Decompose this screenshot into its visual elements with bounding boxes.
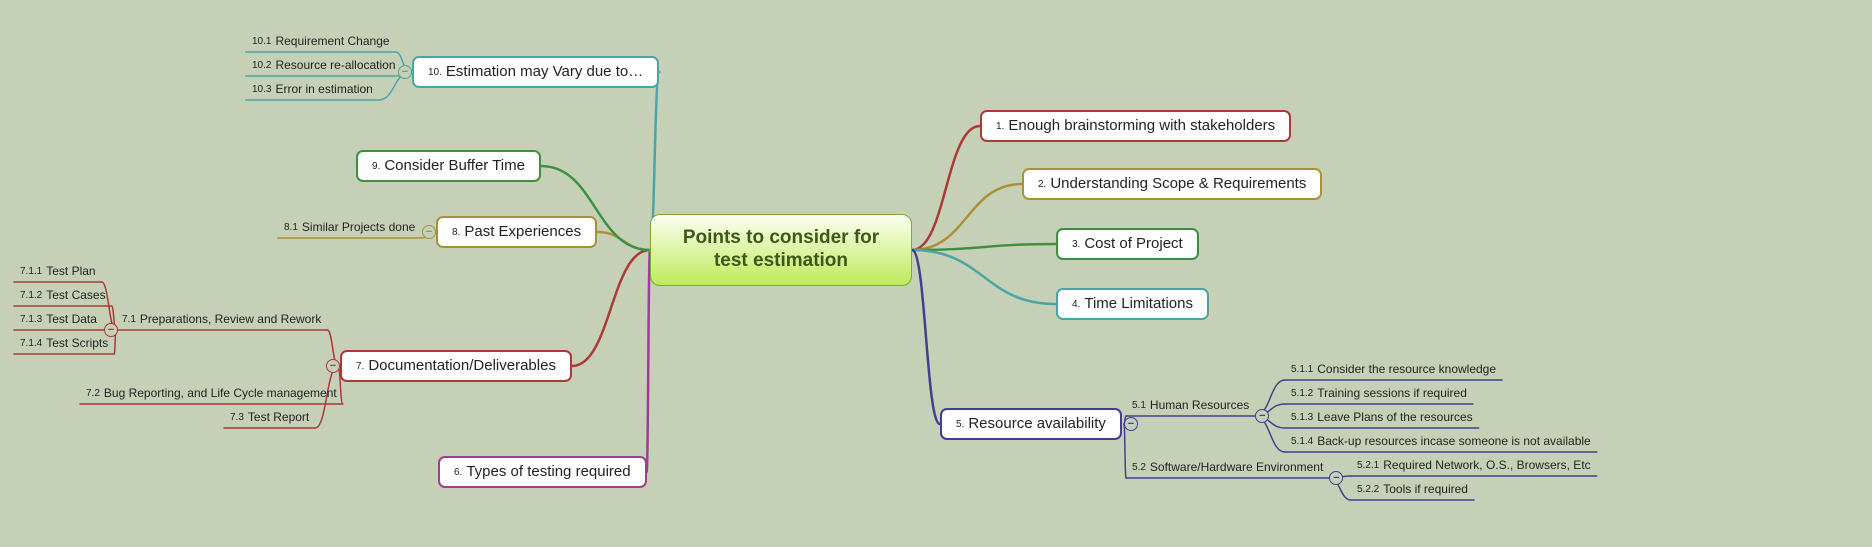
node-n511-number: 5.1.1 [1291,364,1313,375]
collapse-toggle-n51[interactable]: − [1255,409,1269,423]
node-n514-label: Back-up resources incase someone is not … [1317,434,1590,448]
node-n521-label: Required Network, O.S., Browsers, Etc [1383,458,1590,472]
node-n522[interactable]: 5.2.2 Tools if required [1353,480,1472,500]
node-n10-number: 10. [428,67,442,78]
node-n7-label: Documentation/Deliverables [368,357,556,374]
central-topic[interactable]: Points to consider fortest estimation [650,214,912,286]
collapse-toggle-n8[interactable]: − [422,225,436,239]
node-n521-number: 5.2.1 [1357,460,1379,471]
node-n71-label: Preparations, Review and Rework [140,312,321,326]
node-n7-number: 7. [356,361,364,372]
node-n9-label: Consider Buffer Time [384,157,525,174]
node-n712-label: Test Cases [46,288,105,302]
node-n711[interactable]: 7.1.1 Test Plan [16,262,100,282]
node-n52[interactable]: 5.2 Software/Hardware Environment [1128,458,1327,478]
node-n3-number: 3. [1072,239,1080,250]
node-n51-number: 5.1 [1132,400,1146,411]
node-n513[interactable]: 5.1.3 Leave Plans of the resources [1287,408,1477,428]
collapse-toggle-n7[interactable]: − [326,359,340,373]
node-n514[interactable]: 5.1.4 Back-up resources incase someone is… [1287,432,1595,452]
node-n10[interactable]: 10. Estimation may Vary due to… [412,56,659,88]
node-n5-number: 5. [956,419,964,430]
node-n5[interactable]: 5. Resource availability [940,408,1122,440]
node-n103[interactable]: 10.3 Error in estimation [248,80,377,100]
node-n103-label: Error in estimation [275,82,372,96]
node-n9[interactable]: 9. Consider Buffer Time [356,150,541,182]
node-n713-number: 7.1.3 [20,314,42,325]
node-n1-label: Enough brainstorming with stakeholders [1008,117,1275,134]
node-n512-number: 5.1.2 [1291,388,1313,399]
node-n714-label: Test Scripts [46,336,108,350]
node-n3[interactable]: 3. Cost of Project [1056,228,1199,260]
node-n4-label: Time Limitations [1084,295,1193,312]
node-n102-number: 10.2 [252,60,271,71]
node-n6-number: 6. [454,467,462,478]
collapse-toggle-n10[interactable]: − [398,65,412,79]
node-n2-number: 2. [1038,179,1046,190]
node-n713-label: Test Data [46,312,97,326]
node-n81-label: Similar Projects done [302,220,415,234]
node-n73-number: 7.3 [230,412,244,423]
node-n511[interactable]: 5.1.1 Consider the resource knowledge [1287,360,1500,380]
mindmap-canvas: Points to consider fortest estimation 1. E… [0,0,1872,547]
node-n711-number: 7.1.1 [20,266,42,277]
node-n52-label: Software/Hardware Environment [1150,460,1323,474]
node-n2[interactable]: 2. Understanding Scope & Requirements [1022,168,1322,200]
node-n6[interactable]: 6. Types of testing required [438,456,647,488]
node-n8[interactable]: 8. Past Experiences [436,216,597,248]
node-n711-label: Test Plan [46,264,95,278]
node-n512[interactable]: 5.1.2 Training sessions if required [1287,384,1471,404]
node-n3-label: Cost of Project [1084,235,1182,252]
node-n2-label: Understanding Scope & Requirements [1050,175,1306,192]
node-n522-label: Tools if required [1383,482,1468,496]
central-topic-text: Points to consider fortest estimation [683,227,879,273]
node-n9-number: 9. [372,161,380,172]
node-n513-label: Leave Plans of the resources [1317,410,1472,424]
node-n81[interactable]: 8.1 Similar Projects done [280,218,419,238]
node-n71-number: 7.1 [122,314,136,325]
node-n1[interactable]: 1. Enough brainstorming with stakeholders [980,110,1291,142]
node-n10-label: Estimation may Vary due to… [446,63,643,80]
node-n4[interactable]: 4. Time Limitations [1056,288,1209,320]
node-n714[interactable]: 7.1.4 Test Scripts [16,334,112,354]
node-n712[interactable]: 7.1.2 Test Cases [16,286,110,306]
node-n52-number: 5.2 [1132,462,1146,473]
node-n7[interactable]: 7. Documentation/Deliverables [340,350,572,382]
collapse-toggle-n52[interactable]: − [1329,471,1343,485]
node-n102[interactable]: 10.2 Resource re-allocation [248,56,400,76]
collapse-toggle-n5[interactable]: − [1124,417,1138,431]
node-n72[interactable]: 7.2 Bug Reporting, and Life Cycle managem… [82,384,341,404]
node-n8-label: Past Experiences [464,223,581,240]
node-n103-number: 10.3 [252,84,271,95]
node-n51-label: Human Resources [1150,398,1249,412]
node-n5-label: Resource availability [968,415,1106,432]
node-n713[interactable]: 7.1.3 Test Data [16,310,101,330]
node-n8-number: 8. [452,227,460,238]
node-n513-number: 5.1.3 [1291,412,1313,423]
node-n101-number: 10.1 [252,36,271,47]
node-n514-number: 5.1.4 [1291,436,1313,447]
node-n102-label: Resource re-allocation [275,58,395,72]
node-n712-number: 7.1.2 [20,290,42,301]
node-n511-label: Consider the resource knowledge [1317,362,1496,376]
node-n4-number: 4. [1072,299,1080,310]
node-n73[interactable]: 7.3 Test Report [226,408,313,428]
node-n73-label: Test Report [248,410,309,424]
node-n521[interactable]: 5.2.1 Required Network, O.S., Browsers, E… [1353,456,1595,476]
node-n72-number: 7.2 [86,388,100,399]
node-n512-label: Training sessions if required [1317,386,1467,400]
node-n81-number: 8.1 [284,222,298,233]
node-n6-label: Types of testing required [466,463,630,480]
node-n101-label: Requirement Change [275,34,389,48]
node-n714-number: 7.1.4 [20,338,42,349]
node-n72-label: Bug Reporting, and Life Cycle management [104,386,337,400]
node-n51[interactable]: 5.1 Human Resources [1128,396,1253,416]
node-n1-number: 1. [996,121,1004,132]
node-n101[interactable]: 10.1 Requirement Change [248,32,394,52]
node-n71[interactable]: 7.1 Preparations, Review and Rework [118,310,325,330]
node-n522-number: 5.2.2 [1357,484,1379,495]
